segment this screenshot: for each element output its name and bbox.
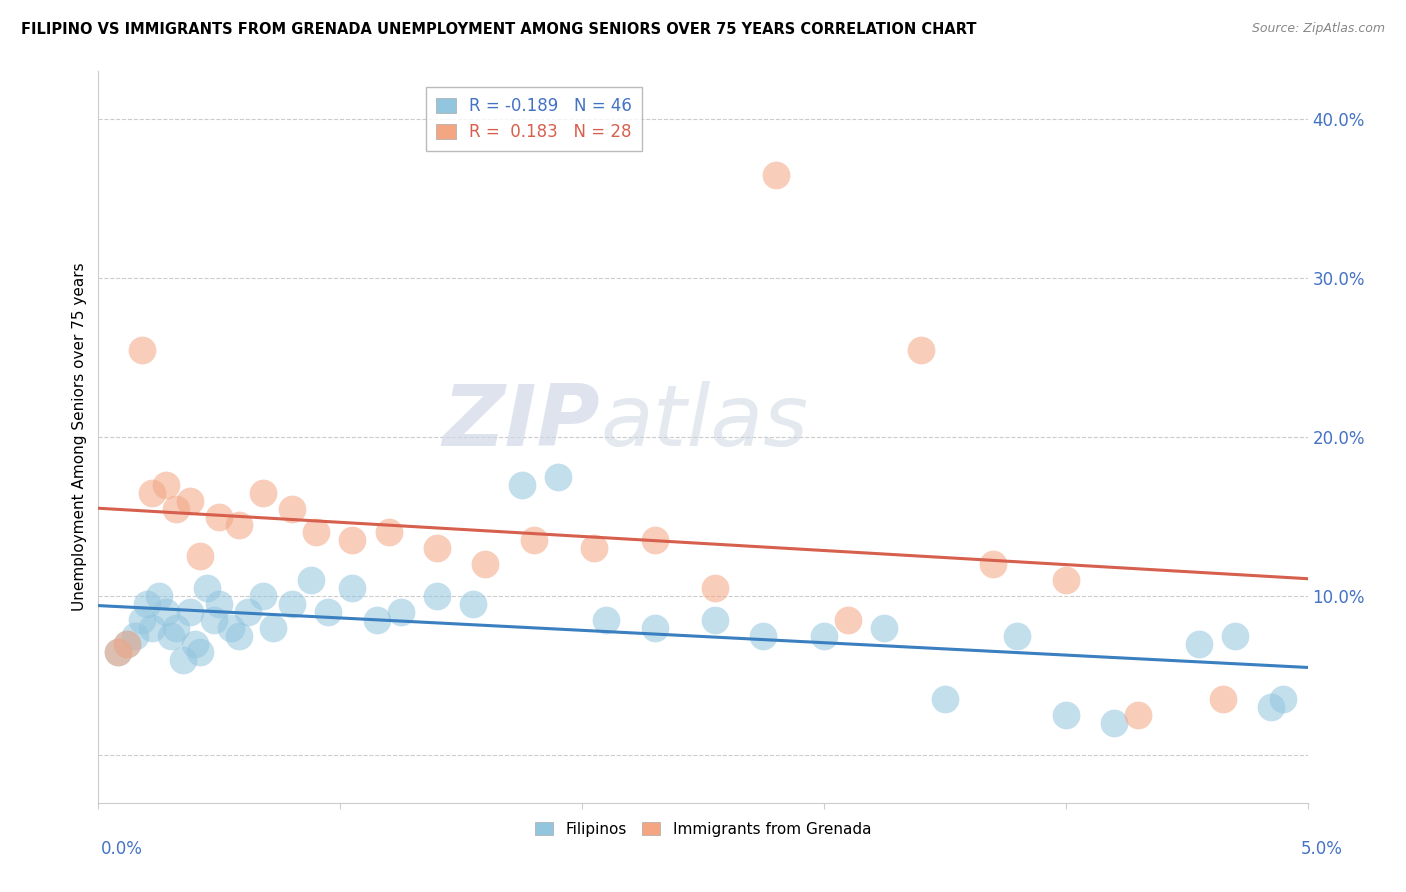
Point <box>873 621 896 635</box>
Point <box>188 549 211 564</box>
Point <box>281 597 304 611</box>
Point <box>184 637 207 651</box>
Point <box>704 581 727 595</box>
Point <box>252 485 274 500</box>
Point <box>131 343 153 357</box>
Point <box>1223 629 1246 643</box>
Point <box>1212 692 1234 706</box>
Point <box>221 621 243 635</box>
Point <box>342 533 364 548</box>
Text: 0.0%: 0.0% <box>101 840 143 858</box>
Point <box>934 692 956 706</box>
Point <box>1007 629 1029 643</box>
Point <box>124 629 146 643</box>
Point <box>117 637 139 651</box>
Point <box>238 605 260 619</box>
Point <box>155 605 177 619</box>
Point <box>148 589 170 603</box>
Point <box>299 573 322 587</box>
Point <box>141 485 163 500</box>
Text: FILIPINO VS IMMIGRANTS FROM GRENADA UNEMPLOYMENT AMONG SENIORS OVER 75 YEARS COR: FILIPINO VS IMMIGRANTS FROM GRENADA UNEM… <box>21 22 977 37</box>
Point <box>135 597 157 611</box>
Point <box>644 621 666 635</box>
Point <box>765 168 787 182</box>
Point <box>1102 716 1125 731</box>
Point <box>644 533 666 548</box>
Text: ZIP: ZIP <box>443 381 600 464</box>
Point <box>1272 692 1295 706</box>
Point <box>426 589 449 603</box>
Legend: Filipinos, Immigrants from Grenada: Filipinos, Immigrants from Grenada <box>529 815 877 843</box>
Point <box>305 525 328 540</box>
Point <box>704 613 727 627</box>
Point <box>342 581 364 595</box>
Point <box>252 589 274 603</box>
Point <box>208 509 231 524</box>
Point <box>281 501 304 516</box>
Point <box>195 581 218 595</box>
Point <box>188 645 211 659</box>
Point <box>131 613 153 627</box>
Point <box>981 558 1004 572</box>
Point <box>107 645 129 659</box>
Point <box>155 477 177 491</box>
Point <box>1054 708 1077 723</box>
Point <box>179 605 201 619</box>
Point <box>262 621 284 635</box>
Point <box>208 597 231 611</box>
Point <box>117 637 139 651</box>
Text: 5.0%: 5.0% <box>1301 840 1343 858</box>
Point <box>389 605 412 619</box>
Point <box>752 629 775 643</box>
Y-axis label: Unemployment Among Seniors over 75 years: Unemployment Among Seniors over 75 years <box>72 263 87 611</box>
Point <box>510 477 533 491</box>
Point <box>1054 573 1077 587</box>
Point <box>160 629 183 643</box>
Point <box>165 501 187 516</box>
Point <box>463 597 485 611</box>
Point <box>523 533 546 548</box>
Point <box>316 605 339 619</box>
Point <box>1260 700 1282 714</box>
Point <box>1188 637 1211 651</box>
Point <box>426 541 449 556</box>
Point <box>377 525 399 540</box>
Point <box>583 541 606 556</box>
Point <box>204 613 226 627</box>
Point <box>179 493 201 508</box>
Point <box>141 621 163 635</box>
Point <box>837 613 859 627</box>
Point <box>172 653 194 667</box>
Point <box>474 558 496 572</box>
Point <box>595 613 617 627</box>
Point <box>813 629 835 643</box>
Point <box>547 470 569 484</box>
Point <box>1128 708 1150 723</box>
Point <box>910 343 932 357</box>
Point <box>366 613 388 627</box>
Text: atlas: atlas <box>600 381 808 464</box>
Point <box>107 645 129 659</box>
Point <box>228 629 250 643</box>
Point <box>165 621 187 635</box>
Text: Source: ZipAtlas.com: Source: ZipAtlas.com <box>1251 22 1385 36</box>
Point <box>228 517 250 532</box>
